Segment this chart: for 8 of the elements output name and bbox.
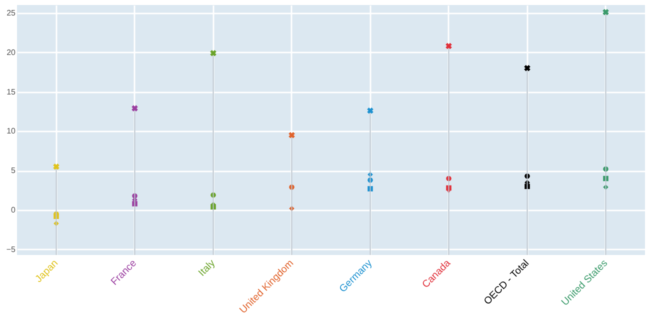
- y-tick-label: 20: [6, 48, 16, 57]
- y-tick-label: 5: [11, 166, 16, 176]
- y-tick-label: 15: [6, 87, 16, 96]
- y-tick-label: 0: [11, 206, 16, 215]
- y-tick-label: −5: [6, 244, 16, 254]
- x-tick-label: Italy: [196, 258, 218, 279]
- y-tick-label: 10: [6, 126, 16, 136]
- y-tick-label: 25: [6, 8, 16, 18]
